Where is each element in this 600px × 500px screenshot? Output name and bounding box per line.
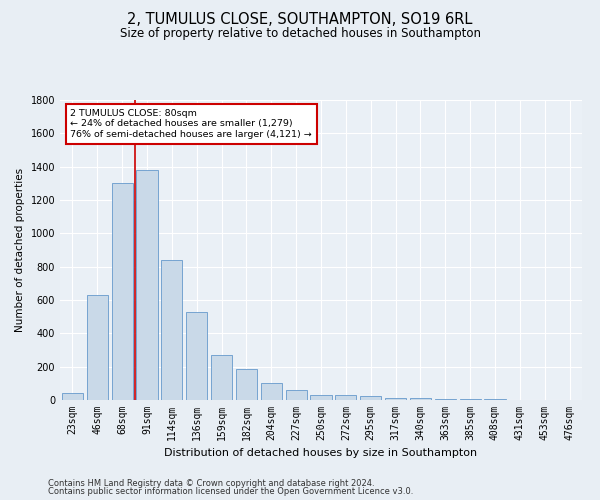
Bar: [62, 394, 83, 400]
Bar: [460, 398, 481, 400]
Text: Contains public sector information licensed under the Open Government Licence v3: Contains public sector information licen…: [48, 487, 413, 496]
Bar: [161, 260, 182, 400]
Bar: [186, 312, 207, 400]
Bar: [261, 384, 282, 400]
Bar: [410, 398, 431, 400]
Bar: [310, 395, 332, 400]
Bar: [484, 399, 506, 400]
Bar: [385, 398, 406, 400]
X-axis label: Distribution of detached houses by size in Southampton: Distribution of detached houses by size …: [164, 448, 478, 458]
Text: 2, TUMULUS CLOSE, SOUTHAMPTON, SO19 6RL: 2, TUMULUS CLOSE, SOUTHAMPTON, SO19 6RL: [127, 12, 473, 28]
Bar: [136, 170, 158, 400]
Bar: [236, 369, 257, 400]
Bar: [112, 184, 133, 400]
Bar: [360, 396, 381, 400]
Bar: [87, 295, 108, 400]
Bar: [211, 355, 232, 400]
Bar: [286, 390, 307, 400]
Bar: [435, 398, 456, 400]
Text: Size of property relative to detached houses in Southampton: Size of property relative to detached ho…: [119, 28, 481, 40]
Bar: [335, 395, 356, 400]
Y-axis label: Number of detached properties: Number of detached properties: [15, 168, 25, 332]
Text: 2 TUMULUS CLOSE: 80sqm
← 24% of detached houses are smaller (1,279)
76% of semi-: 2 TUMULUS CLOSE: 80sqm ← 24% of detached…: [70, 109, 312, 139]
Text: Contains HM Land Registry data © Crown copyright and database right 2024.: Contains HM Land Registry data © Crown c…: [48, 478, 374, 488]
